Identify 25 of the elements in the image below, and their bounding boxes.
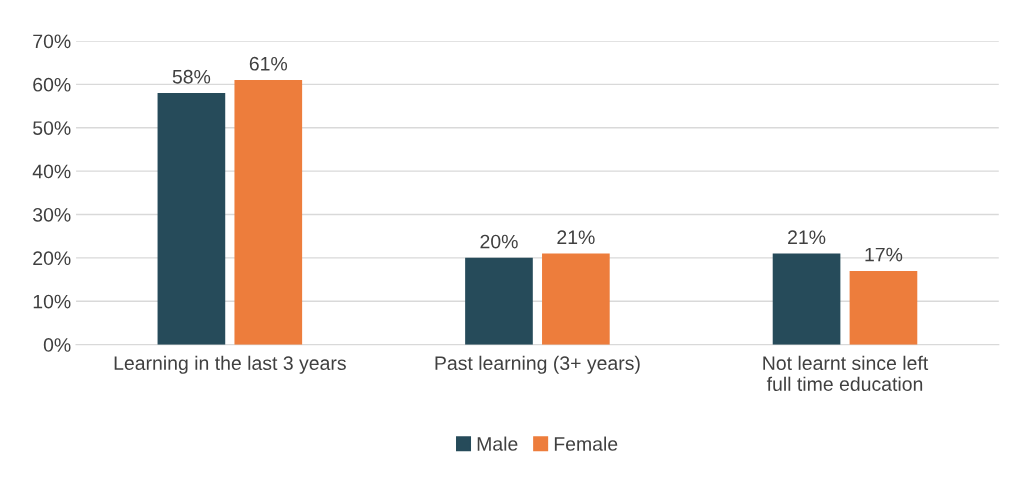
legend-label: Male	[477, 436, 518, 451]
data-label: 21%	[557, 230, 595, 245]
data-label: 21%	[788, 230, 826, 245]
bar	[465, 257, 533, 345]
y-tick-label: 10%	[33, 294, 71, 309]
bar	[849, 270, 918, 345]
bar	[157, 93, 226, 345]
y-tick-label: 40%	[32, 164, 71, 179]
data-label: 61%	[249, 56, 288, 71]
y-tick-label: 20%	[33, 251, 71, 266]
x-tick-label: Past learning (3+ years)	[435, 355, 640, 374]
bar	[772, 253, 841, 345]
x-tick-label: Not learnt since left full time education	[763, 355, 929, 391]
bar	[234, 80, 303, 345]
x-tick-label: Learning in the last 3 years	[114, 355, 346, 374]
data-label: 17%	[865, 247, 903, 262]
data-label: 20%	[480, 234, 518, 249]
y-tick-label: 60%	[33, 77, 71, 92]
y-tick-label: 30%	[33, 207, 71, 222]
y-tick-label: 50%	[33, 121, 71, 135]
bar	[542, 253, 610, 345]
y-tick-label: 0%	[43, 338, 71, 352]
data-label: 58%	[172, 69, 211, 84]
y-tick-label: 70%	[33, 34, 71, 49]
legend-label: Female	[554, 436, 618, 451]
